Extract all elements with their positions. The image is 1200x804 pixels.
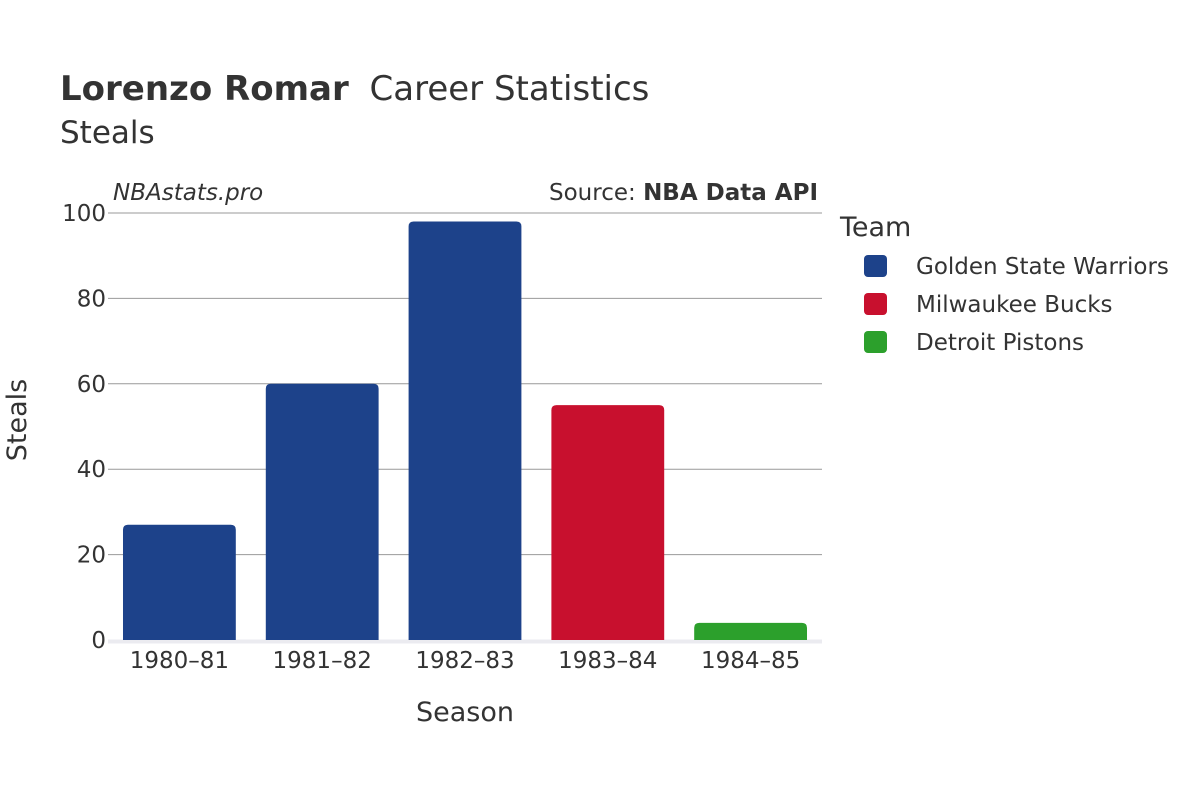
chart-title: Lorenzo Romar Career Statistics xyxy=(60,69,649,109)
legend-title: Team xyxy=(839,212,911,243)
legend-items: Golden State Warriors Milwaukee Bucks Detr… xyxy=(864,254,1169,356)
legend-swatch xyxy=(864,331,887,353)
bar-1980–81 xyxy=(122,524,236,640)
legend: Team Golden State Warriors Milwaukee Buck… xyxy=(839,212,1169,356)
y-tick-label: 0 xyxy=(91,628,106,654)
x-tick-label: 1984–85 xyxy=(701,648,800,674)
legend-swatch xyxy=(864,255,887,277)
x-tick-label: 1980–81 xyxy=(130,648,229,674)
y-tick-label: 80 xyxy=(77,286,106,312)
y-tick-label: 60 xyxy=(77,372,106,398)
legend-label: Golden State Warriors xyxy=(916,254,1169,280)
x-axis-ticks: 1980–81 1981–82 1982–83 1983–84 1984–85 xyxy=(130,648,801,674)
watermark-text: NBAstats.pro xyxy=(113,180,263,206)
bars xyxy=(122,221,808,641)
source-name: NBA Data API xyxy=(643,180,818,206)
y-tick-label: 20 xyxy=(77,543,106,569)
chart-subtitle: Steals xyxy=(60,115,155,151)
bar-1981–82 xyxy=(265,383,379,640)
y-tick-label: 40 xyxy=(77,457,106,483)
y-axis-title: Steals xyxy=(2,379,33,461)
legend-swatch xyxy=(864,293,887,315)
bar-1983–84 xyxy=(551,405,665,640)
x-tick-label: 1983–84 xyxy=(558,648,657,674)
legend-label: Detroit Pistons xyxy=(916,330,1084,356)
legend-label: Milwaukee Bucks xyxy=(916,292,1113,318)
x-tick-label: 1982–83 xyxy=(415,648,514,674)
y-axis-ticks: 0 20 40 60 80 100 xyxy=(62,201,106,654)
bar-1982–83 xyxy=(408,221,522,641)
x-axis-title: Season xyxy=(416,697,514,728)
x-tick-label: 1981–82 xyxy=(273,648,372,674)
chart-title-player: Lorenzo Romar xyxy=(60,69,349,109)
source-prefix: Source: xyxy=(549,180,643,206)
bar-1984–85 xyxy=(694,622,808,640)
source-text: Source: NBA Data API xyxy=(549,180,818,206)
chart-title-rest: Career Statistics xyxy=(370,69,650,109)
y-tick-label: 100 xyxy=(62,201,106,227)
